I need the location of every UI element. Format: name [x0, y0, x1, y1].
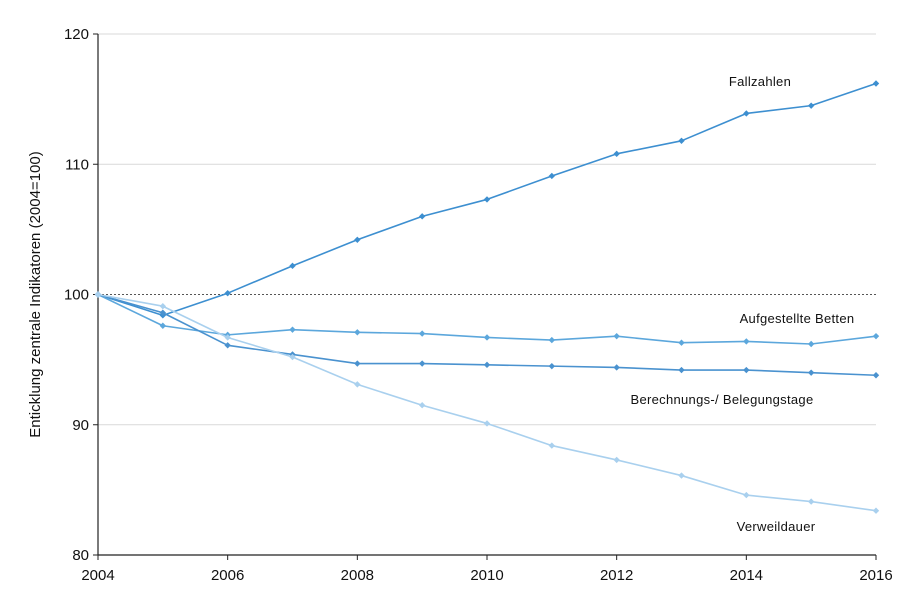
data-point-fallzahlen-2014 — [743, 110, 750, 117]
series-label-verweildauer: Verweildauer — [737, 519, 816, 534]
data-point-berechnungs-belegungstage-2012 — [613, 364, 620, 371]
x-tick-label-2016: 2016 — [859, 567, 892, 584]
data-point-berechnungs-belegungstage-2014 — [743, 366, 750, 374]
x-tick-label-2014: 2014 — [730, 567, 763, 584]
series-fallzahlen — [94, 80, 880, 319]
data-point-aufgestellte-betten-2010 — [483, 334, 491, 341]
data-point-fallzahlen-2012 — [613, 150, 620, 158]
data-point-aufgestellte-betten-2009 — [418, 330, 426, 337]
data-point-berechnungs-belegungstage-2011 — [548, 362, 556, 370]
data-point-berechnungs-belegungstage-2010 — [483, 361, 491, 369]
data-point-aufgestellte-betten-2016 — [872, 332, 880, 340]
data-point-berechnungs-belegungstage-2016 — [872, 372, 880, 379]
x-tick-label-2004: 2004 — [81, 567, 114, 584]
data-point-aufgestellte-betten-2008 — [354, 329, 361, 336]
series-group — [94, 80, 880, 514]
data-point-fallzahlen-2013 — [678, 137, 685, 145]
data-point-fallzahlen-2008 — [354, 236, 361, 243]
data-point-fallzahlen-2011 — [548, 172, 556, 180]
data-point-fallzahlen-2006 — [224, 289, 231, 297]
y-axis-title: Enticklung zentrale Indikatoren (2004=10… — [27, 151, 44, 437]
data-point-berechnungs-belegungstage-2008 — [354, 360, 361, 367]
series-label-berechnungs-belegungstage: Berechnungs-/ Belegungstage — [630, 392, 813, 407]
y-tick-label-100: 100 — [64, 287, 89, 304]
data-point-fallzahlen-2009 — [418, 213, 426, 220]
x-tick-label-2012: 2012 — [600, 567, 633, 584]
data-point-aufgestellte-betten-2013 — [678, 339, 685, 346]
data-point-verweildauer-2015 — [807, 498, 815, 505]
data-point-berechnungs-belegungstage-2006 — [224, 342, 231, 349]
x-tick-labels: 2004 2006 2008 2010 2012 2014 2016 — [81, 555, 893, 584]
data-point-aufgestellte-betten-2012 — [613, 332, 620, 340]
data-point-berechnungs-belegungstage-2009 — [418, 360, 426, 367]
data-point-verweildauer-2013 — [678, 472, 685, 479]
data-point-verweildauer-2016 — [872, 507, 880, 514]
data-point-verweildauer-2005 — [159, 303, 167, 310]
data-point-aufgestellte-betten-2014 — [743, 338, 750, 345]
y-tick-label-80: 80 — [72, 547, 89, 564]
y-tick-labels: 80 90 100 110 120 — [64, 26, 98, 564]
x-tick-label-2008: 2008 — [341, 567, 374, 584]
data-point-verweildauer-2010 — [483, 420, 491, 427]
series-label-fallzahlen: Fallzahlen — [729, 74, 791, 89]
data-point-fallzahlen-2015 — [807, 102, 815, 109]
series-verweildauer — [94, 291, 880, 514]
data-point-fallzahlen-2016 — [872, 80, 880, 87]
data-point-verweildauer-2007 — [289, 353, 296, 361]
data-point-verweildauer-2011 — [548, 442, 556, 449]
data-point-berechnungs-belegungstage-2013 — [678, 366, 685, 374]
y-tick-label-90: 90 — [72, 417, 89, 434]
data-point-verweildauer-2008 — [354, 381, 361, 388]
data-point-aufgestellte-betten-2005 — [159, 322, 167, 329]
data-point-verweildauer-2006 — [224, 334, 231, 341]
data-point-berechnungs-belegungstage-2005 — [159, 309, 167, 316]
data-point-fallzahlen-2007 — [289, 262, 296, 270]
data-point-aufgestellte-betten-2015 — [807, 340, 815, 348]
data-point-aufgestellte-betten-2011 — [548, 336, 556, 344]
data-point-verweildauer-2012 — [613, 456, 620, 464]
y-tick-label-110: 110 — [65, 156, 89, 173]
data-point-verweildauer-2009 — [418, 402, 426, 409]
data-point-fallzahlen-2010 — [483, 196, 491, 203]
data-point-aufgestellte-betten-2007 — [289, 326, 296, 333]
series-labels: Fallzahlen Aufgestellte Betten Berechnungs… — [630, 74, 854, 534]
data-point-verweildauer-2004 — [94, 291, 102, 298]
data-point-verweildauer-2014 — [743, 491, 750, 499]
x-tick-label-2010: 2010 — [470, 567, 503, 584]
series-label-aufgestellte-betten: Aufgestellte Betten — [740, 311, 855, 326]
data-point-berechnungs-belegungstage-2015 — [807, 369, 815, 376]
y-tick-label-120: 120 — [64, 26, 89, 43]
x-tick-label-2006: 2006 — [211, 567, 244, 584]
